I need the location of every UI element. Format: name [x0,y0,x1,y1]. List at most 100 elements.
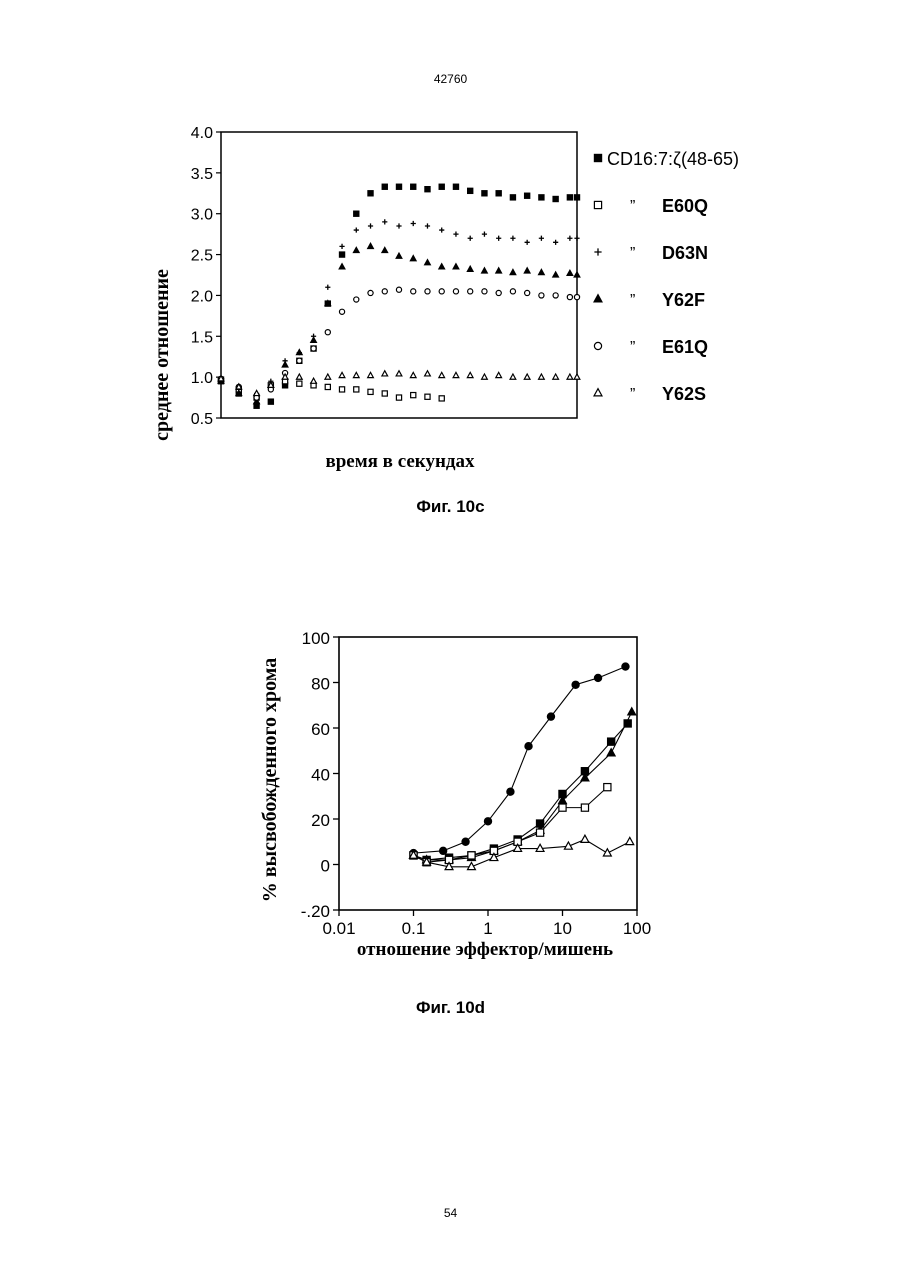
data-point [382,184,387,189]
data-point [553,240,558,245]
data-point [368,191,373,196]
data-point [339,372,345,377]
data-point [254,390,260,395]
data-point [567,195,572,200]
y-tick-label: 1.5 [191,329,213,346]
data-point [396,253,402,258]
data-point [603,849,611,856]
data-point [296,374,302,379]
data-point [496,191,501,196]
data-point [425,223,430,228]
y-tick-label: 0 [321,857,330,876]
legend-label: CD16:7:ζ(48-65) [607,149,739,169]
chart-10c-y-axis-label: среднее отношение [151,269,173,441]
data-point [411,393,416,398]
data-point [382,391,387,396]
data-point [354,211,359,216]
legend-marker [594,248,601,255]
data-point [453,232,458,237]
chart-10c-legend: CD16:7:ζ(48-65)”E60Q”D63N”Y62F”E61Q”Y62S [594,149,739,404]
legend-ditto-mark: ” [630,339,635,356]
data-point [453,264,459,269]
chart-10c: 4.03.53.02.52.01.51.00.5 CD16:7:ζ(48-65)… [0,110,901,490]
data-point [325,285,330,290]
data-point [525,240,530,245]
x-tick-label: 0.01 [322,919,355,938]
y-tick-label: 60 [311,720,330,739]
data-point [462,838,469,845]
data-point [453,184,458,189]
x-tick-label: 1 [483,919,492,938]
legend-label: Y62F [662,290,705,310]
y-tick-label: 100 [302,629,330,648]
chart-10d-marks [410,663,636,870]
data-point [496,290,501,295]
data-point [574,272,580,277]
data-point [553,374,559,379]
y-tick-label: 40 [311,766,330,785]
y-tick-label: 80 [311,675,330,694]
data-point [425,260,431,265]
data-point [382,371,388,376]
data-point [496,372,502,377]
data-point [396,371,402,376]
data-point [410,372,416,377]
y-tick-label: 1.0 [191,370,213,387]
data-point [297,358,302,363]
y-tick-label: 0.5 [191,411,213,428]
data-point [325,330,330,335]
data-point [396,184,401,189]
data-point [628,708,636,715]
data-point [525,290,530,295]
chart-10c-marks [218,184,580,408]
data-point [525,743,532,750]
x-tick-label: 10 [553,919,572,938]
x-tick-label: 100 [623,919,651,938]
data-point [453,289,458,294]
data-point [524,268,530,273]
data-point [482,268,488,273]
legend-marker [594,342,601,349]
legend-marker [594,201,601,208]
data-point [567,270,573,275]
data-point [439,289,444,294]
data-point [572,681,579,688]
data-point [510,289,515,294]
data-point [382,247,388,252]
legend-ditto-mark: ” [630,198,635,215]
data-point [439,372,445,377]
data-point [484,818,491,825]
data-point [368,290,373,295]
legend-label: E60Q [662,196,708,216]
data-point [574,374,580,379]
data-point [510,374,516,379]
data-point [268,399,273,404]
data-point [567,374,573,379]
data-point [468,289,473,294]
data-point [410,256,416,261]
legend-label: D63N [662,243,708,263]
data-point [325,374,331,379]
legend-marker [594,295,602,302]
legend-ditto-mark: ” [630,386,635,403]
chart-10d: 100806040200-.200.010.1110100 % высвобож… [0,615,901,975]
data-point [553,196,558,201]
data-point [425,187,430,192]
data-point [547,713,554,720]
data-point [482,374,488,379]
y-tick-label: 3.0 [191,207,213,224]
y-tick-label: 3.5 [191,166,213,183]
data-point [574,195,579,200]
data-point [396,287,401,292]
legend-marker [594,389,602,396]
data-point [396,223,401,228]
data-point [510,236,515,241]
legend-label: Y62S [662,384,706,404]
data-point [468,188,473,193]
data-point [368,372,374,377]
data-point [339,387,344,392]
data-point [510,269,516,274]
data-point [608,738,615,745]
legend-label: E61Q [662,337,708,357]
data-point [296,350,302,355]
